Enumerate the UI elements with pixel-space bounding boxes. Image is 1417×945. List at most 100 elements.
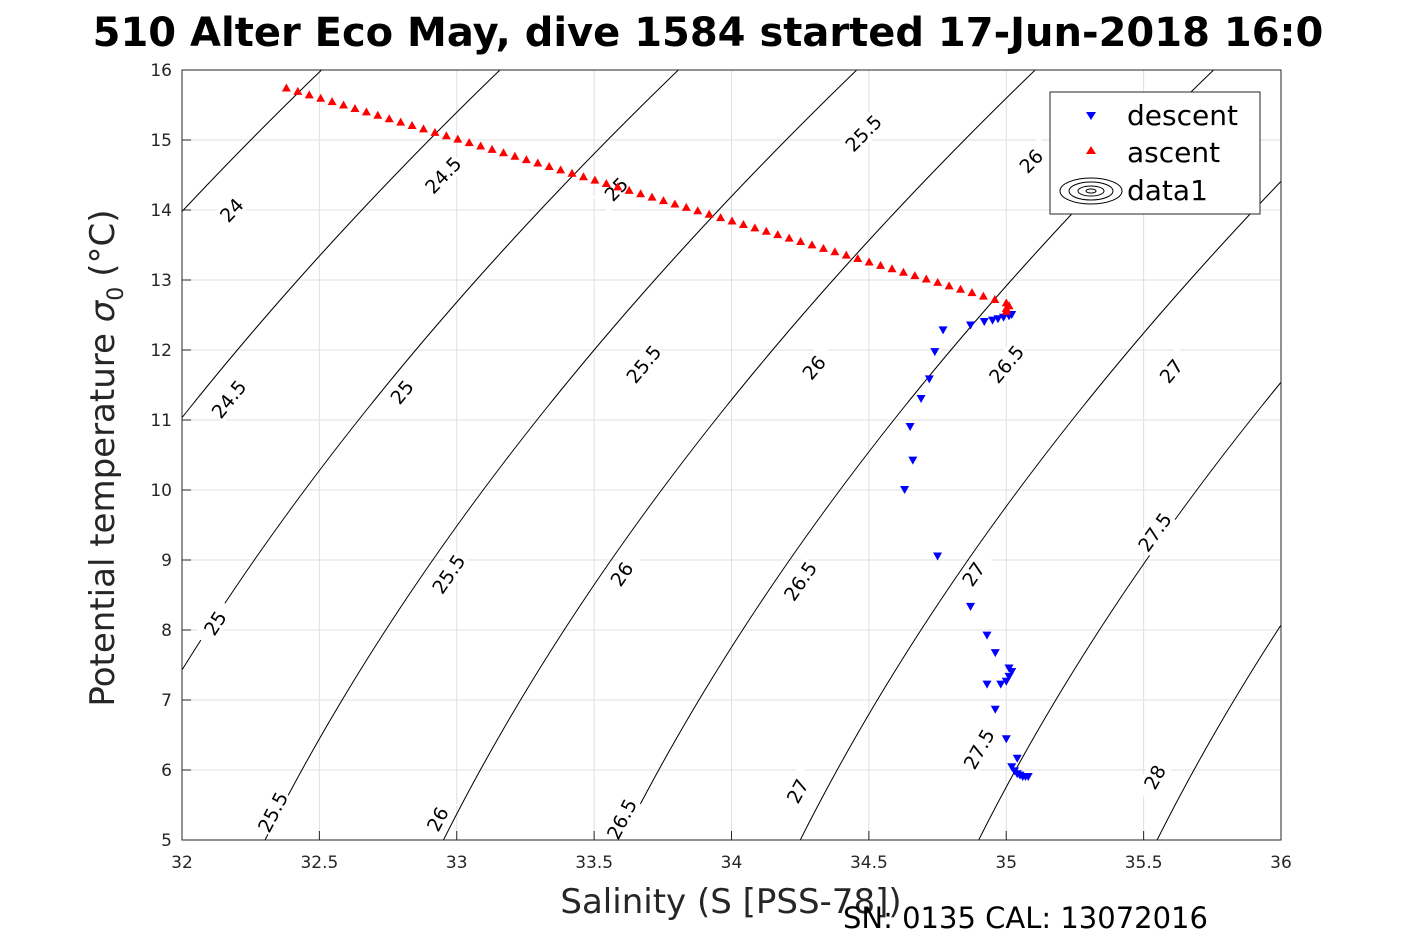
isopycnal-line [182,70,679,671]
ascent-point [921,274,931,283]
ascent-point [864,257,874,266]
ascent-point [601,179,611,188]
ascent-point [944,281,954,290]
x-tick-label: 35.5 [1125,853,1163,873]
ascent-point [681,202,691,211]
ascent-point [704,209,714,218]
descent-point [1004,672,1014,681]
x-tick-label: 32.5 [300,853,338,873]
y-tick-label: 13 [150,271,172,291]
ascent-point [1004,301,1014,310]
ascent-point [853,254,863,263]
y-tick-label: 8 [161,621,172,641]
contour-label-bg [208,186,255,234]
ascent-point [727,216,737,225]
ascent-point [636,189,646,198]
ascent-point [316,93,326,102]
ascent-point [384,114,394,123]
ascent-point [956,284,966,293]
legend-marker-descent [1086,112,1096,120]
ascent-point [293,86,303,95]
ascent-point [613,182,623,191]
y-tick-label: 15 [150,131,172,151]
data-points [281,83,1033,781]
ascent-point [419,124,429,133]
contour-label-bg [1007,137,1055,185]
x-axis-label: Salinity (S [PSS-78]) [560,882,901,922]
ascent-point [693,206,703,215]
ascent-point [350,103,360,112]
legend-entry-ascent: ascent [1127,136,1220,169]
descent-point [1023,773,1033,781]
descent-point [916,395,926,403]
descent-point [1012,754,1022,763]
descent-point [990,649,1000,658]
legend-entry-data1: data1 [1127,174,1208,207]
contour-label-bg [601,794,642,844]
descent-point [1007,763,1017,772]
ascent-point [281,83,291,92]
x-tick-label: 33 [446,853,468,873]
descent-point [993,315,1003,324]
contour-label-bg [840,109,887,157]
ascent-point [750,223,760,232]
x-tick-label: 34.5 [850,853,888,873]
contour-label-bg [426,549,471,599]
x-axis-ticks: 32 32.5 33 33.5 34 34.5 35 35.5 36 [171,831,1292,873]
ascent-point [407,121,417,130]
contour-label-bg [1132,507,1177,557]
ascent-point [556,165,566,174]
ascent-point [761,226,771,235]
isopycnal-line [978,381,1281,840]
ascent-point [876,260,886,269]
x-tick-label: 35 [995,853,1017,873]
footer-calibration: SN: 0135 CAL: 13072016 [843,901,1208,935]
descent-point [966,602,976,611]
descent-point [966,321,976,330]
legend-marker-contour-icon [1059,177,1123,205]
contour-label-bg [951,549,995,599]
y-tick-label: 9 [161,551,172,571]
ascent-point [590,175,600,184]
y-axis-label-subscript: 0 [104,287,129,301]
descent-point [905,423,915,431]
ascent-point [796,237,806,245]
ascent-point [624,185,634,194]
descent-point [900,486,910,494]
ascent-point [647,192,657,201]
ascent-point [533,158,543,167]
y-tick-label: 5 [161,831,172,851]
ascent-point [453,134,463,143]
y-axis-label: Potential temperature σ0 (°C) [83,209,129,706]
ascent-point [990,294,1000,303]
y-tick-label: 11 [150,411,172,431]
x-tick-label: 33.5 [575,853,613,873]
ascent-point [499,148,509,157]
ascent-point [841,250,851,259]
descent-point [938,326,948,335]
ascent-point [339,100,349,109]
descent-point [1001,677,1011,686]
contour-label-bg [379,367,425,417]
ascent-point [464,138,474,147]
contour-label-bg [193,598,237,648]
ascent-point [304,90,314,99]
ascent-point [830,247,840,256]
contour-label-bg [252,787,293,837]
legend-entry-descent: descent [1127,99,1238,132]
ascent-point [910,271,920,280]
descent-point [1001,735,1011,744]
contour-label-bg [1134,752,1175,802]
ascent-point [784,233,794,242]
descent-point [996,680,1006,689]
isopycnal-line [182,70,501,419]
descent-point [988,316,998,325]
ascent-point [933,277,943,286]
ascent-point [373,110,383,119]
contour-label-bg [983,340,1029,388]
y-tick-label: 7 [161,691,172,711]
ascent-point [487,144,497,153]
descent-point [930,348,940,357]
descent-point [908,456,918,465]
